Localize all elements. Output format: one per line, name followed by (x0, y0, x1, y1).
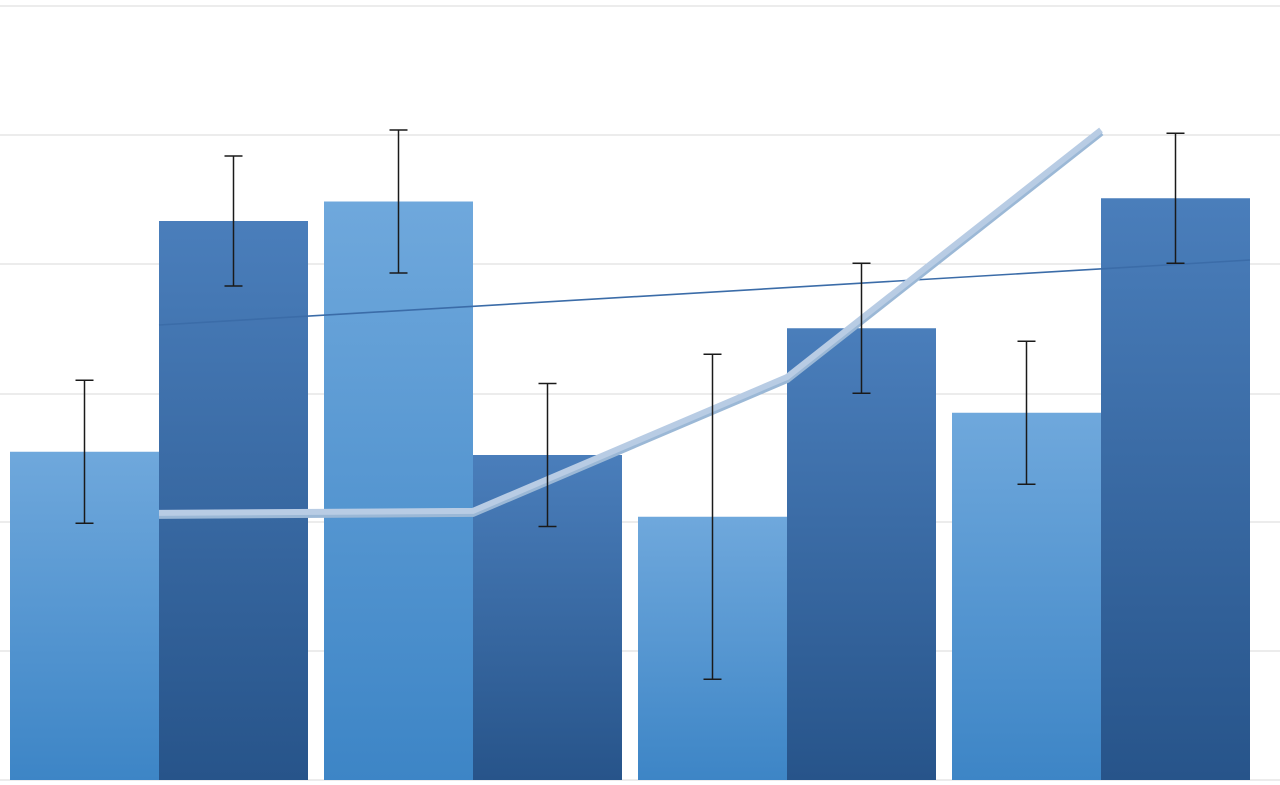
bars-layer (10, 198, 1250, 780)
bar-line-chart (0, 0, 1280, 785)
bar-series-a-g1 (324, 202, 473, 781)
regression-line-layer (159, 260, 1250, 325)
chart-svg (0, 0, 1280, 785)
bar-series-b-g0 (159, 221, 308, 780)
bar-series-b-g2 (787, 328, 936, 780)
regression-line (159, 260, 1250, 325)
bar-series-b-g3 (1101, 198, 1250, 780)
